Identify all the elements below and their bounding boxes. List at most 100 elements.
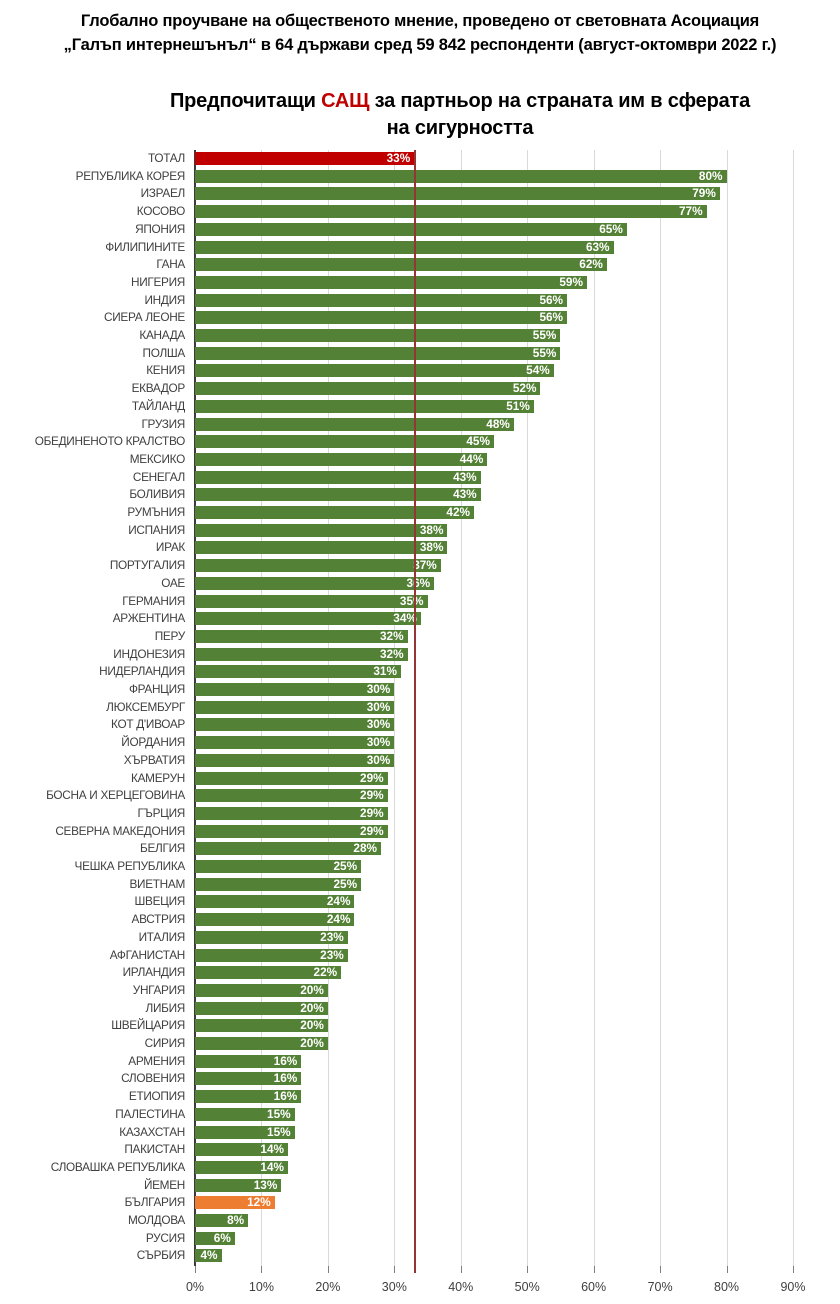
chart-row: ПАЛЕСТИНА 15% [0,1106,840,1121]
chart-row: СЛОВАШКА РЕПУБЛИКА 14% [0,1160,840,1174]
value-label: 30% [366,735,391,750]
bar: 30% [195,718,395,732]
bar: 77% [195,205,707,219]
value-label: 63% [585,239,610,254]
category-label: ВИЕТНАМ [129,876,185,891]
value-label: 8% [227,1213,245,1227]
category-label: БЪЛГАРИЯ [124,1195,186,1210]
category-label: КАЗАХСТАН [119,1124,185,1139]
chart-row: ШВЕЦИЯ 24% [0,894,840,909]
chart-title-line2: на сигурността [386,117,534,139]
bar: 38% [195,540,448,555]
bar: 44% [195,451,488,466]
value-label: 54% [526,363,550,378]
value-label: 80% [698,168,723,183]
chart-row: ИСПАНИЯ 38% [0,523,840,537]
value-label: 56% [539,310,564,325]
bar: 23% [195,948,348,962]
value-label: 52% [512,381,537,396]
bar: 65% [195,221,627,236]
bar: 55% [195,329,561,342]
category-label: ТОТАЛ [147,151,185,165]
chart-row: АРМЕНИЯ 16% [0,1053,840,1068]
chart-row: ПОРТУГАЛИЯ 37% [0,559,840,573]
chart-row: МОЛДОВА 8% [0,1214,840,1227]
value-label: 38% [419,540,444,555]
value-label: 65% [599,221,623,236]
chart-row: БЕЛГИЯ 28% [0,842,840,856]
bar-chart: ТОТАЛ 33% РЕПУБЛИКА КОРЕЯ 80% ИЗРАЕЛ 79% КОСОВ… [0,150,840,1300]
bar: 15% [195,1106,295,1121]
bar: 63% [195,239,614,254]
x-axis-tick-label: 70% [647,1280,673,1294]
category-label: ЕТИОПИЯ [128,1089,185,1104]
category-label: РУМЪНИЯ [127,505,185,519]
category-label: ТАЙЛАНД [131,398,185,413]
chart-row: ШВЕЙЦАРИЯ 20% [0,1019,840,1033]
chart-row: РЕПУБЛИКА КОРЕЯ 80% [0,168,840,183]
chart-row: ЙОРДАНИЯ 30% [0,735,840,750]
chart-row: ИРАК 38% [0,540,840,555]
chart-row: СИРИЯ 20% [0,1037,840,1050]
value-label: 44% [459,451,484,466]
value-label: 23% [320,929,344,944]
bar: 38% [195,523,448,537]
bar: 43% [195,470,481,484]
value-label: 48% [486,416,510,431]
value-label: 24% [326,894,351,909]
chart-row: НИГЕРИЯ 59% [0,274,840,289]
value-label: 29% [360,805,384,820]
category-label: ГЕРМАНИЯ [122,593,185,608]
value-label: 15% [267,1106,291,1121]
category-label: ЛЮКСЕМБУРГ [106,699,185,714]
axis-tick [394,1266,396,1273]
chart-row: СЕНЕГАЛ 43% [0,470,840,484]
category-label: ЧЕШКА РЕПУБЛИКА [74,859,186,873]
x-axis-tick-label: 0% [185,1280,205,1294]
gridline [527,150,529,1266]
category-label: КОСОВО [136,204,186,219]
value-label: 59% [559,274,583,289]
chart-title-suffix: за партньор на страната им в сферата [369,90,751,112]
axis-tick [261,1266,263,1273]
category-label: ШВЕЦИЯ [134,894,186,909]
chart-title-highlight-usa: САЩ [321,90,370,112]
x-axis: 0% 10% 20% 30% 40% 50% 60% 70% 80% 90% [186,1280,835,1298]
chart-row: КАМЕРУН 29% [0,771,840,785]
value-label: 30% [366,699,391,714]
value-label: 31% [373,664,397,679]
chart-title-prefix: Предпочитащи [169,90,322,112]
survey-header: Глобално проучване на общественото мнени… [10,10,830,58]
chart-row: ИЗРАЕЛ 79% [0,187,840,201]
chart-row: МЕКСИКО 44% [0,451,840,466]
value-label: 34% [393,611,417,626]
chart-title: Предпочитащи САЩ за партньор на страната… [85,88,835,142]
chart-row: ХЪРВАТИЯ 30% [0,753,840,767]
category-label: КЕНИЯ [146,363,185,378]
bar: 56% [195,310,568,325]
chart-row: ИТАЛИЯ 23% [0,929,840,944]
category-label: ЙОРДАНИЯ [121,735,185,750]
category-label: АРМЕНИЯ [128,1053,185,1068]
category-label: КОТ Д'ИВОАР [111,717,185,732]
bar: 25% [195,860,362,873]
axis-tick [195,1266,196,1273]
bar: 16% [195,1090,302,1104]
value-label: 20% [300,982,324,997]
value-label: 16% [273,1053,298,1068]
category-label: НИГЕРИЯ [130,274,185,289]
chart-row: ОБЕДИНЕНОТО КРАЛСТВО 45% [0,435,840,449]
chart-row: ГРУЗИЯ 48% [0,416,840,431]
value-label: 62% [579,257,603,272]
category-label: ЕКВАДОР [131,381,186,396]
value-label: 42% [446,505,471,519]
chart-row: КОСОВО 77% [0,204,840,219]
bar: 35% [195,594,428,608]
survey-header-line2: „Галъп интернешънъл“ в 64 държави сред 5… [63,35,777,54]
value-label: 36% [406,575,431,590]
chart-row: УНГАРИЯ 20% [0,982,840,997]
category-label: СЕВЕРНА МАКЕДОНИЯ [55,823,185,838]
bar: 42% [195,505,475,519]
bar: 8% [195,1213,249,1227]
chart-row: ЯПОНИЯ 65% [0,221,840,236]
